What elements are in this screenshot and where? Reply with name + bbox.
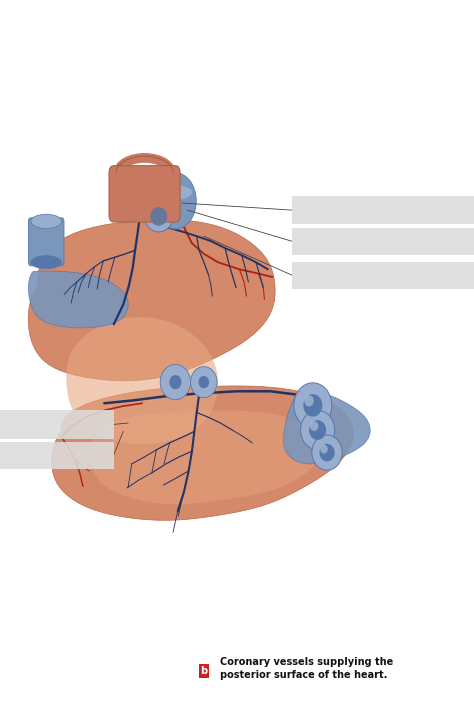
Ellipse shape (303, 394, 322, 417)
Ellipse shape (304, 396, 314, 407)
Polygon shape (283, 391, 370, 464)
Ellipse shape (191, 367, 217, 398)
Bar (292, 196, 474, 224)
Ellipse shape (310, 421, 319, 431)
Ellipse shape (294, 383, 332, 428)
Ellipse shape (169, 375, 182, 389)
Ellipse shape (320, 445, 328, 453)
Ellipse shape (159, 185, 192, 200)
Ellipse shape (150, 207, 167, 226)
Ellipse shape (312, 435, 342, 470)
Bar (0, 442, 114, 469)
Polygon shape (28, 271, 128, 328)
Bar (292, 228, 474, 255)
Ellipse shape (319, 444, 335, 461)
Polygon shape (66, 317, 218, 444)
Ellipse shape (31, 214, 62, 228)
Ellipse shape (301, 410, 335, 450)
Ellipse shape (199, 376, 209, 388)
Ellipse shape (155, 173, 196, 229)
FancyBboxPatch shape (109, 166, 180, 222)
Ellipse shape (31, 256, 62, 269)
Text: b: b (200, 666, 208, 676)
Polygon shape (90, 410, 320, 504)
Ellipse shape (145, 201, 173, 232)
Polygon shape (52, 386, 353, 520)
Text: Coronary vessels supplying the
posterior surface of the heart.: Coronary vessels supplying the posterior… (220, 656, 394, 680)
FancyBboxPatch shape (28, 218, 64, 266)
Bar (292, 262, 474, 289)
Bar (0, 410, 114, 439)
Ellipse shape (309, 420, 326, 440)
Ellipse shape (160, 364, 191, 400)
Polygon shape (28, 220, 275, 381)
